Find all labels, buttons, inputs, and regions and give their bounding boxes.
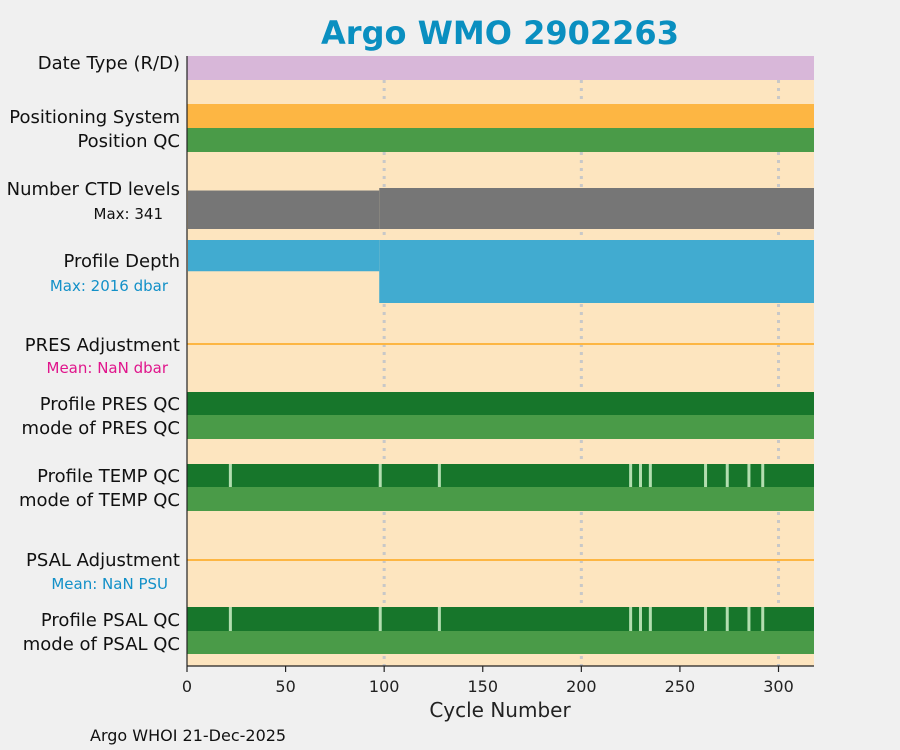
psal-qc-gap-230 [638, 607, 642, 631]
x-axis-label: Cycle Number [429, 698, 571, 722]
temp-qc-gap-98 [378, 464, 382, 487]
x-tick-label-100: 100 [369, 677, 400, 696]
temp-qc-gap-128 [437, 464, 441, 487]
temp-qc-gap-230 [638, 464, 642, 487]
bar-position-qc [187, 128, 814, 152]
label-profile-temp-qc: Profile TEMP QC [37, 466, 180, 487]
label-mode-psal-qc: mode of PSAL QC [23, 634, 180, 655]
psal-qc-gap-285 [747, 607, 751, 631]
temp-qc-gap-22 [228, 464, 232, 487]
psal-qc-gap-225 [629, 607, 633, 631]
psal-adjustment-mean: Mean: NaN PSU [51, 575, 168, 593]
axes-frame [186, 56, 814, 667]
plot-panel [187, 56, 814, 666]
label-profile-pres-qc: Profile PRES QC [40, 394, 180, 415]
chart-title: Argo WMO 2902263 [321, 14, 679, 52]
psal-qc-gap-98 [378, 607, 382, 631]
psal-qc-gap-263 [704, 607, 708, 631]
label-positioning-system: Positioning System [9, 107, 180, 128]
label-mode-pres-qc: mode of PRES QC [22, 418, 180, 439]
x-tick-label-50: 50 [275, 677, 295, 696]
row-labels: Date Type (R/D) Positioning System Posit… [7, 53, 180, 655]
temp-qc-gap-292 [761, 464, 765, 487]
bar-mode-pres-qc [187, 415, 814, 439]
bar-profile-psal-qc [187, 607, 814, 631]
vertical-gridlines [382, 56, 781, 666]
psal-qc-gap-22 [228, 607, 232, 631]
temp-qc-gap-235 [648, 464, 652, 487]
temp-qc-gap-225 [629, 464, 633, 487]
psal-qc-gap-292 [761, 607, 765, 631]
label-pres-adjustment: PRES Adjustment [25, 335, 180, 356]
x-tick-label-250: 250 [665, 677, 696, 696]
bar-profile-pres-qc [187, 392, 814, 415]
label-mode-temp-qc: mode of TEMP QC [19, 490, 180, 511]
x-tick-label-0: 0 [182, 677, 192, 696]
psal-qc-gap-235 [648, 607, 652, 631]
profile-depth-bar-0 [187, 240, 380, 272]
bar-mode-temp-qc [187, 487, 814, 511]
x-tick-label-150: 150 [467, 677, 498, 696]
x-tick-label-200: 200 [566, 677, 597, 696]
data-bars [187, 56, 814, 654]
label-profile-psal-qc: Profile PSAL QC [41, 610, 180, 631]
footer-credit: Argo WHOI 21-Dec-2025 [90, 726, 286, 745]
profile-depth-bar-1 [379, 240, 814, 303]
bar-date-type [187, 56, 814, 80]
label-profile-depth: Profile Depth [63, 251, 180, 272]
label-date-type: Date Type (R/D) [38, 53, 180, 74]
bar-mode-psal-qc [187, 631, 814, 654]
pres-adjustment-mean: Mean: NaN dbar [47, 359, 169, 377]
psal-qc-gap-128 [437, 607, 441, 631]
temp-qc-gap-274 [725, 464, 729, 487]
temp-qc-gap-263 [704, 464, 708, 487]
ctd-levels-max: Max: 341 [94, 205, 163, 223]
bar-positioning-system [187, 104, 814, 128]
psal-qc-gap-274 [725, 607, 729, 631]
temp-qc-gap-285 [747, 464, 751, 487]
x-tick-label-300: 300 [763, 677, 794, 696]
bar-profile-temp-qc [187, 464, 814, 487]
label-ctd-levels: Number CTD levels [7, 179, 180, 200]
ctd-levels-bar-1 [379, 188, 814, 229]
profile-depth-max: Max: 2016 dbar [50, 277, 169, 295]
ctd-levels-bar-0 [187, 190, 380, 229]
x-axis-ticks: 0 50 100 150 200 250 300 [182, 666, 794, 696]
label-position-qc: Position QC [77, 131, 180, 152]
label-psal-adjustment: PSAL Adjustment [26, 550, 180, 571]
